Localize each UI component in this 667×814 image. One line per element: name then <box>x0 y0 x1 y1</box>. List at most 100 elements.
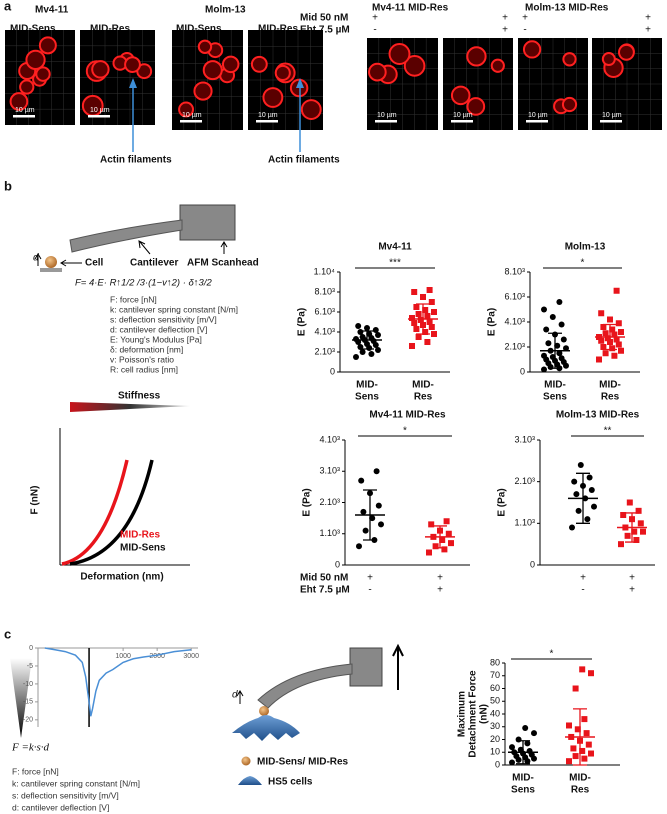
data-point <box>615 320 622 327</box>
legend-item: d: cantilever deflection [V] <box>12 802 109 812</box>
error-bar <box>625 512 639 543</box>
cell-bead <box>259 706 269 716</box>
curve-sens <box>69 459 154 566</box>
x-tick-label: MID- <box>356 380 378 391</box>
afm-label: Cell <box>85 258 104 269</box>
data-point <box>375 347 381 353</box>
scale-bar <box>180 120 202 123</box>
y-tick-label: 1.10⁴ <box>314 266 336 276</box>
axis-label: F (nN) <box>30 486 41 515</box>
y-tick-label: 0 <box>330 366 335 376</box>
data-point <box>441 546 448 553</box>
formula: F= 4·E· R↑1/2 /3·(1−v↑2) · δ↑3/2 <box>75 278 212 289</box>
data-point <box>543 326 550 333</box>
data-point <box>422 329 429 335</box>
y-tick-label: 2.10³ <box>314 346 335 356</box>
data-point <box>570 745 577 752</box>
data-point <box>624 532 631 539</box>
data-point <box>607 316 613 323</box>
legend-item: F: force [nN] <box>12 766 59 776</box>
cell <box>91 60 110 79</box>
scale-bar <box>375 120 397 123</box>
x-tick-label: 3000 <box>183 653 199 660</box>
scale-bar-label: 10 µm <box>182 112 202 119</box>
x-tick-label: MID- <box>412 380 434 391</box>
arrow-head <box>296 78 304 88</box>
y-tick-label: 40 <box>490 708 500 718</box>
x-tick-label: Sens <box>355 392 379 403</box>
stiffness-title: Stiffness <box>118 391 161 402</box>
treatment-sign: + <box>437 585 443 596</box>
cell-bead <box>45 256 57 268</box>
significance: * <box>550 649 554 660</box>
data-point <box>526 747 533 754</box>
panel-label: a <box>4 0 12 13</box>
data-point <box>541 366 547 373</box>
data-point <box>428 521 435 528</box>
data-point <box>355 323 362 329</box>
cell <box>19 79 35 95</box>
data-point <box>566 722 572 729</box>
treatment-sign: + <box>629 585 635 596</box>
error-bar <box>416 303 430 335</box>
scale-bar <box>88 115 110 118</box>
data-point <box>524 740 531 747</box>
chart-title: Mv4-11 <box>378 242 412 253</box>
treatment-label: Mid 50 nM <box>300 13 348 24</box>
data-point <box>611 352 618 359</box>
axis-label: Detachment Force <box>468 670 479 758</box>
chart-title: Mv4-11 MID-Res <box>369 410 446 421</box>
cell-line-title: Molm-13 <box>205 5 246 16</box>
data-point <box>360 508 367 515</box>
data-point <box>375 332 381 338</box>
data-point <box>572 685 579 692</box>
scale-bar <box>256 120 278 123</box>
x-tick-label: Res <box>601 392 620 403</box>
data-point <box>609 345 616 352</box>
x-tick-label: Res <box>414 392 433 403</box>
data-point <box>362 527 369 534</box>
y-tick-label: -5 <box>27 663 33 670</box>
data-point <box>353 336 359 342</box>
cell <box>450 85 471 106</box>
cell-line-title: Mv4-11 <box>35 5 69 16</box>
x-tick-label: MID- <box>599 380 621 391</box>
annotation: Actin filaments <box>100 155 172 166</box>
data-point <box>358 477 365 484</box>
x-tick-label: 1000 <box>115 653 131 660</box>
cell <box>38 36 57 55</box>
data-point <box>517 746 524 753</box>
cell <box>617 43 635 61</box>
error-bar <box>363 489 377 541</box>
y-tick-label: 10 <box>490 747 500 757</box>
data-point <box>600 324 607 330</box>
data-point <box>556 350 563 357</box>
arrow <box>220 241 228 254</box>
legend-item: d: cantilever deflection [V] <box>110 324 207 334</box>
data-point <box>577 462 584 468</box>
data-point <box>431 309 437 315</box>
x-tick-label: MID- <box>512 773 534 784</box>
x-tick-label: MID- <box>544 380 566 391</box>
data-point <box>428 324 435 330</box>
y-tick-label: 20 <box>490 734 500 744</box>
y-tick-label: 2.10³ <box>514 476 535 486</box>
treatment-sign: + <box>437 573 443 584</box>
data-point <box>549 314 556 320</box>
data-point <box>611 331 618 338</box>
data-point <box>613 287 620 294</box>
treatment-sign: + <box>645 25 651 36</box>
data-point <box>357 329 364 335</box>
data-point <box>531 730 537 737</box>
data-point <box>579 666 586 673</box>
y-tick-label: 8.10³ <box>314 286 335 296</box>
data-point <box>426 287 433 293</box>
error-bar <box>516 740 530 765</box>
data-point <box>509 744 515 751</box>
significance: *** <box>389 258 401 269</box>
y-tick-label: 1.10³ <box>319 528 340 538</box>
data-point <box>432 543 439 550</box>
data-point <box>574 726 581 733</box>
data-point <box>443 518 450 525</box>
hs5-cell <box>232 715 300 741</box>
